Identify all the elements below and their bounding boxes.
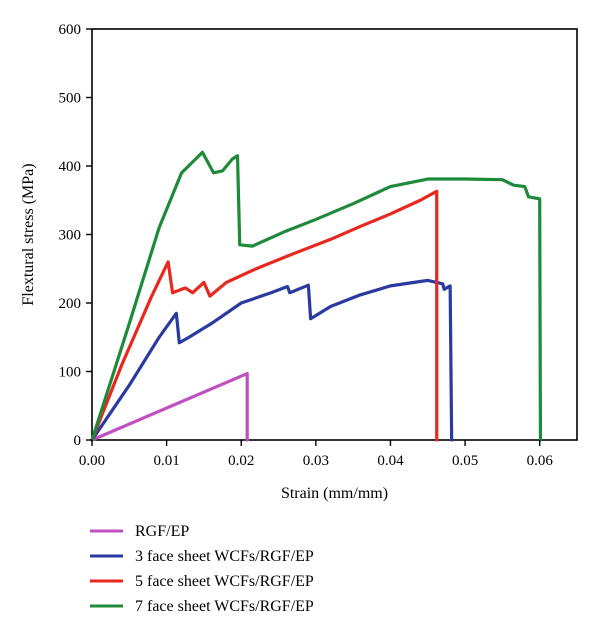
x-tick-label: 0.03 <box>303 453 329 469</box>
legend: RGF/EP 3 face sheet WCFs/RGF/EP 5 face she… <box>90 523 314 615</box>
x-tick-label: 0.00 <box>79 453 105 469</box>
legend-label-2: 3 face sheet WCFs/RGF/EP <box>135 548 314 565</box>
series-lines <box>90 150 543 442</box>
y-axis-title: Flextural stress (MPa) <box>20 163 37 305</box>
series-line-4 <box>90 150 543 442</box>
y-tick-label: 600 <box>59 22 82 38</box>
x-tick-label: 0.05 <box>452 453 478 469</box>
x-tick-label: 0.01 <box>153 453 179 469</box>
plot-area <box>91 28 578 441</box>
legend-label-4: 7 face sheet WCFs/RGF/EP <box>135 598 314 615</box>
x-axis-title: Strain (mm/mm) <box>281 485 388 502</box>
plot-frame <box>91 28 578 441</box>
legend-label-3: 5 face sheet WCFs/RGF/EP <box>135 573 314 590</box>
y-tick-label: 0 <box>74 433 82 449</box>
y-tick-label: 100 <box>59 365 82 381</box>
y-tick-label: 400 <box>59 159 82 175</box>
x-tick-label: 0.04 <box>377 453 404 469</box>
x-tick-label: 0.02 <box>228 453 254 469</box>
y-tick-label: 200 <box>59 296 82 312</box>
legend-label-1: RGF/EP <box>135 523 189 540</box>
y-tick-label: 500 <box>59 91 82 107</box>
y-tick-label: 300 <box>59 228 82 244</box>
series-line-3 <box>90 189 439 442</box>
series-line-1 <box>90 371 249 442</box>
x-tick-label: 0.06 <box>527 453 554 469</box>
axes: 0.00 0.01 0.02 0.03 0.04 0.05 0.06 0 100 200 300 40… <box>59 22 554 469</box>
